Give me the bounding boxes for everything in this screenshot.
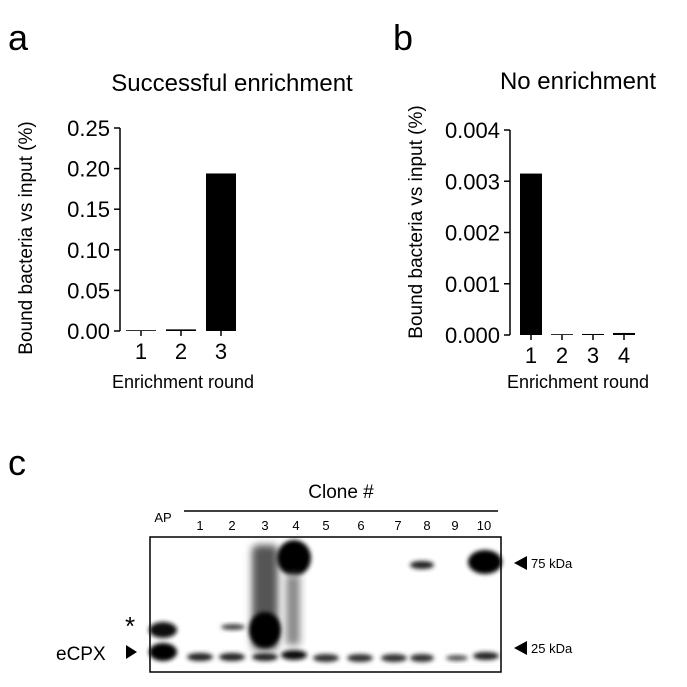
chartB-ytick-label: 0.001 — [445, 272, 500, 297]
panel-letter-a: a — [8, 17, 29, 58]
chartB-ytick-label: 0.003 — [445, 169, 500, 194]
chart-b-ylabel: Bound bacteria vs input (%) — [406, 105, 427, 338]
chartA-bar — [206, 173, 236, 331]
band-lane4-75kda — [277, 540, 311, 576]
band-lane8-75kda — [410, 561, 434, 569]
chartB-bar — [613, 332, 635, 335]
chartB-bar — [582, 333, 604, 335]
chartB-xtick-label: 3 — [587, 343, 599, 368]
chartB-xtick-label: 2 — [556, 343, 568, 368]
lane-label: 6 — [357, 518, 364, 533]
chart-a-title: Successful enrichment — [111, 70, 353, 97]
band-lane10-75kda — [468, 550, 502, 574]
chartA-ytick-label: 0.00 — [67, 319, 110, 344]
lane-label: 1 — [196, 518, 203, 533]
band-lane4 — [281, 650, 307, 660]
band-lane8 — [410, 654, 434, 662]
marker-75-arrow-icon — [514, 556, 527, 570]
chart-b-title: No enrichment — [500, 68, 656, 95]
chartB-xtick-label: 1 — [525, 343, 537, 368]
chartA-bar — [126, 330, 156, 331]
lane-label: 8 — [423, 518, 430, 533]
band-lane10 — [473, 652, 499, 660]
chartA-ytick-label: 0.20 — [67, 157, 110, 182]
asterisk-label: * — [125, 611, 135, 641]
band-lane2-upper — [221, 624, 245, 630]
marker-25-label: 25 kDa — [531, 641, 573, 656]
chartB-xtick-label: 4 — [618, 343, 630, 368]
lane-label: 10 — [477, 518, 491, 533]
chartB-ytick-label: 0.000 — [445, 323, 500, 348]
lane-label-ap: AP — [154, 510, 171, 525]
lane-label: 5 — [322, 518, 329, 533]
lane-label: 7 — [394, 518, 401, 533]
band-ap-upper — [149, 622, 177, 638]
chartB-bar — [551, 334, 573, 335]
band-lane6 — [347, 654, 373, 662]
lane-label: 9 — [451, 518, 458, 533]
chartB-bar — [520, 173, 542, 335]
band-lane3-dark — [249, 612, 281, 648]
chart-a-xlabel: Enrichment round — [112, 372, 254, 392]
chartB-ytick-label: 0.002 — [445, 221, 500, 246]
ecpx-arrow-icon — [126, 645, 137, 659]
lane-label: 3 — [261, 518, 268, 533]
clone-header: Clone # — [308, 482, 374, 503]
chartA-xtick-label: 2 — [175, 339, 187, 364]
band-lane5 — [313, 654, 339, 662]
western-blot: Clone # AP 1 2 3 4 5 6 7 8 9 10 — [56, 482, 573, 673]
chart-b-xlabel: Enrichment round — [507, 372, 649, 392]
chart-a: Successful enrichment Bound bacteria vs … — [16, 70, 353, 392]
ecpx-label: eCPX — [56, 644, 106, 665]
chartA-xtick-label: 3 — [215, 339, 227, 364]
chartB-ytick-label: 0.004 — [445, 118, 500, 143]
lane-label: 2 — [228, 518, 235, 533]
band-lane2 — [219, 653, 245, 661]
blot-bands — [149, 540, 502, 662]
chartA-ytick-label: 0.10 — [67, 238, 110, 263]
lane-label: 4 — [292, 518, 299, 533]
marker-75-label: 75 kDa — [531, 556, 573, 571]
band-lane9 — [446, 655, 468, 661]
chart-a-ylabel: Bound bacteria vs input (%) — [16, 121, 37, 354]
band-lane7 — [381, 654, 407, 662]
chartA-ytick-label: 0.05 — [67, 278, 110, 303]
smear-lane4 — [286, 575, 300, 645]
chartA-bar — [166, 329, 196, 331]
band-ap-lower — [149, 643, 177, 661]
blot-membrane — [149, 536, 502, 673]
panel-letter-c: c — [8, 442, 26, 483]
band-lane1 — [187, 653, 213, 661]
chart-b: No enrichment Bound bacteria vs input (%… — [406, 68, 656, 392]
band-lane3 — [252, 653, 278, 661]
chartA-xtick-label: 1 — [135, 339, 147, 364]
marker-25-arrow-icon — [514, 641, 527, 655]
panel-letter-b: b — [393, 17, 413, 58]
chartA-ytick-label: 0.15 — [67, 197, 110, 222]
chartA-ytick-label: 0.25 — [67, 116, 110, 141]
